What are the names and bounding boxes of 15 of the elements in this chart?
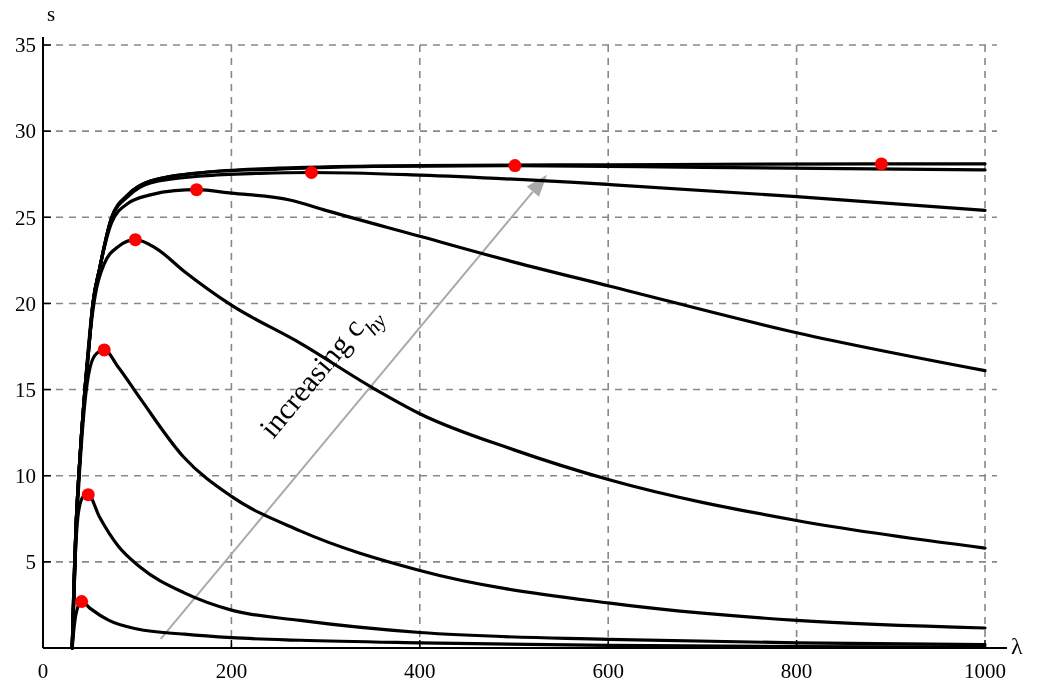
x-axis-title: λ xyxy=(1011,633,1023,659)
y-tick-label: 35 xyxy=(15,33,36,58)
x-tick-label: 1000 xyxy=(964,659,1006,683)
x-tick-label: 0 xyxy=(37,659,49,683)
y-axis-title: s xyxy=(47,2,56,26)
y-tick-label: 5 xyxy=(25,550,36,575)
y-tick-label: 10 xyxy=(15,464,36,489)
y-tick-label: 25 xyxy=(15,205,36,230)
x-tick-label: 400 xyxy=(404,659,436,683)
y-tick-label: 15 xyxy=(15,377,36,402)
x-tick-label: 600 xyxy=(592,659,624,683)
y-tick-label: 30 xyxy=(15,119,36,144)
y-tick-label: 20 xyxy=(15,291,36,316)
x-tick-label: 200 xyxy=(215,659,248,683)
x-tick-label: 800 xyxy=(780,659,813,683)
